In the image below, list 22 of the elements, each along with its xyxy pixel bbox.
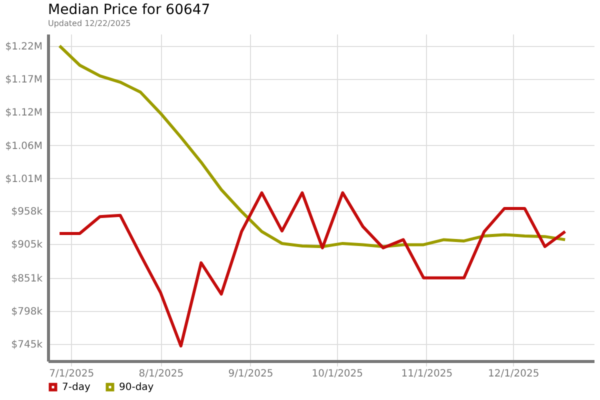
y-tick-label: $745k [11,340,43,351]
x-tick-label: 12/1/2025 [488,368,540,380]
x-tick-label: 8/1/2025 [138,368,184,380]
y-tick-label: $798k [11,306,43,318]
y-tick-label: $1.01M [5,174,42,185]
y-tick-label: $1.06M [5,140,42,152]
legend-label: 90-day [119,382,154,394]
legend-label: 7-day [62,382,90,394]
x-tick-label: 11/1/2025 [401,368,453,380]
x-tick-label: 9/1/2025 [228,368,274,380]
y-tick-label: $851k [11,273,43,284]
y-tick-label: $1.17M [5,74,42,86]
chart-subtitle: Updated 12/22/2025 [48,19,131,28]
y-tick-label: $905k [11,240,43,251]
x-tick-label: 7/1/2025 [49,368,94,380]
y-tick-label: $958k [11,206,43,218]
line-series [58,191,567,348]
y-tick-label: $1.12M [5,108,42,119]
chart-title: Median Price for 60647 [48,2,210,18]
y-tick-label: $1.22M [5,41,42,52]
x-tick-label: 10/1/2025 [312,368,364,380]
line-series [58,44,567,248]
